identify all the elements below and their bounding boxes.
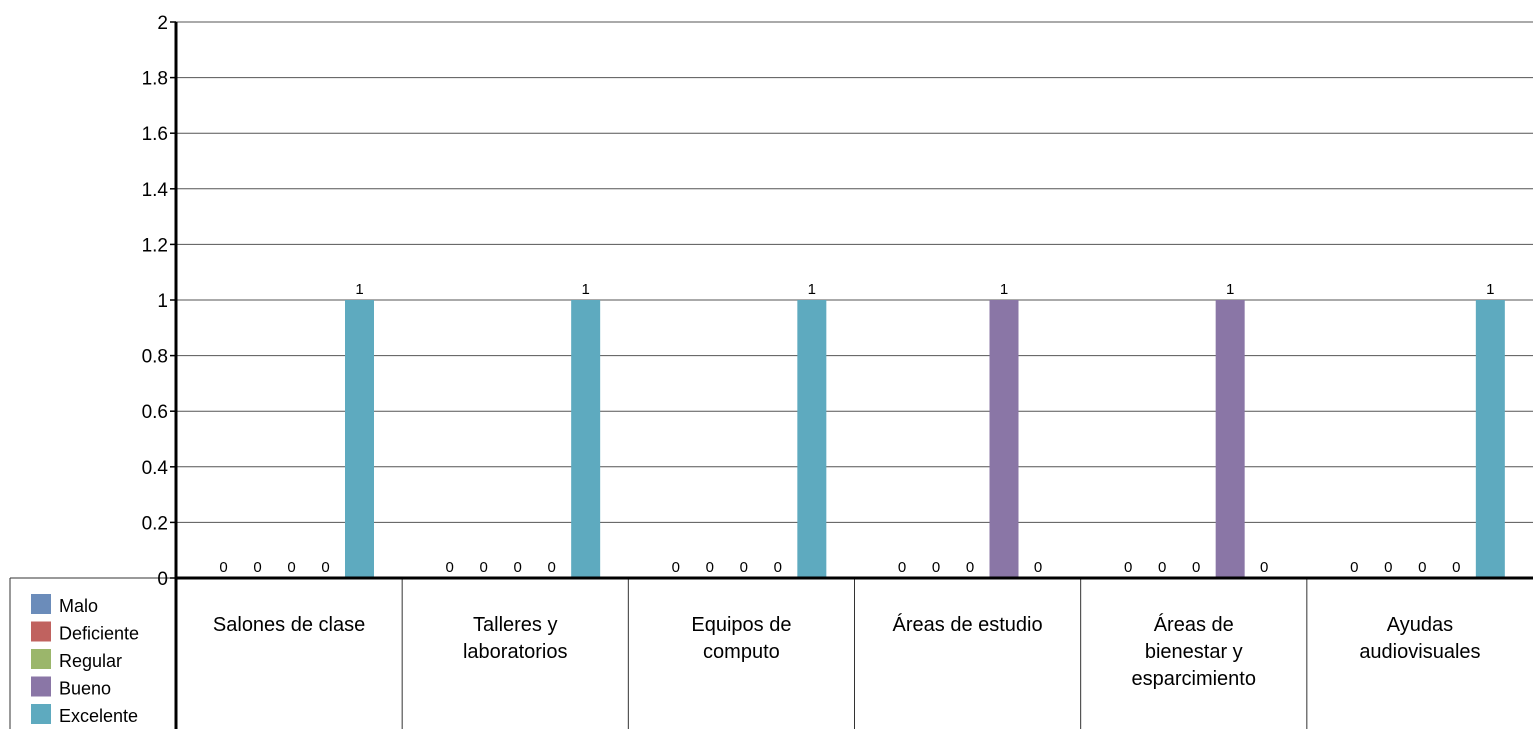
y-tick-label: 1 [157, 291, 168, 312]
bar-bueno [1215, 300, 1245, 578]
data-label: 0 [1384, 559, 1392, 576]
data-label: 0 [287, 559, 295, 576]
category-label: Equipos de [691, 614, 791, 636]
category-label: Áreas de [1154, 613, 1234, 636]
category-label: audiovisuales [1359, 641, 1480, 663]
data-label: 1 [355, 281, 363, 298]
data-label: 0 [1192, 559, 1200, 576]
data-labels: 0 0 0 0 1 0 0 0 0 1 0 0 0 0 1 0 0 0 1 0 0 0 0 1 0 0 0 0 0 1 [219, 281, 1494, 576]
category-table: Salones de clase Talleres y laboratorios Eq… [9, 577, 1481, 729]
data-label: 0 [1350, 559, 1358, 576]
data-label: 1 [1226, 281, 1234, 298]
data-label: 0 [547, 559, 555, 576]
category-label: laboratorios [463, 641, 568, 663]
y-tick-label: 1.2 [142, 235, 168, 256]
data-label: 0 [1452, 559, 1460, 576]
data-label: 1 [1486, 281, 1494, 298]
data-label: 0 [898, 559, 906, 576]
y-tick-label: 2 [157, 13, 168, 34]
y-tick-label: 1.4 [142, 180, 169, 201]
bar-excelente [571, 300, 601, 578]
legend-label: Bueno [59, 679, 111, 699]
y-tick-label: 0 [157, 569, 168, 590]
category-label: computo [703, 641, 780, 663]
bars [345, 300, 1505, 578]
bar-excelente [797, 300, 827, 578]
legend-label: Malo [59, 596, 98, 616]
category-label: Ayudas [1387, 614, 1453, 636]
data-label: 1 [808, 281, 816, 298]
data-label: 0 [774, 559, 782, 576]
data-label: 0 [932, 559, 940, 576]
legend-swatch-excelente [31, 704, 51, 724]
data-label: 0 [219, 559, 227, 576]
category-label: Salones de clase [213, 614, 365, 636]
data-label: 0 [1124, 559, 1132, 576]
data-label: 0 [1260, 559, 1268, 576]
gridlines [176, 21, 1533, 523]
legend-label: Deficiente [59, 624, 139, 644]
category-label: bienestar y [1145, 641, 1243, 663]
data-label: 0 [253, 559, 261, 576]
y-tick-label: 0.6 [142, 402, 168, 423]
data-label: 0 [740, 559, 748, 576]
data-label: 0 [966, 559, 974, 576]
legend-swatch-bueno [31, 676, 51, 697]
legend-swatch-deficiente [31, 621, 51, 642]
data-label: 0 [706, 559, 714, 576]
data-label: 0 [1418, 559, 1426, 576]
y-tick-label: 0.8 [142, 347, 168, 368]
data-label: 0 [513, 559, 521, 576]
axes: 0 0.2 0.4 0.6 0.8 1 1.2 1.4 1.6 1.8 2 [142, 13, 1533, 729]
y-tick-label: 1.6 [142, 124, 168, 145]
category-label: esparcimiento [1131, 668, 1256, 690]
data-label: 1 [581, 281, 589, 298]
legend-label: Excelente [59, 706, 138, 726]
bar-bueno [989, 300, 1019, 578]
y-tick-label: 0.4 [142, 458, 169, 479]
data-label: 0 [1034, 559, 1042, 576]
data-label: 0 [445, 559, 453, 576]
data-label: 0 [672, 559, 680, 576]
legend: Malo Deficiente Regular Bueno Excelente [31, 594, 139, 726]
bar-excelente [1475, 300, 1505, 578]
data-label: 0 [1158, 559, 1166, 576]
category-label: Talleres y [473, 614, 557, 636]
data-label: 1 [1000, 281, 1008, 298]
data-label: 0 [479, 559, 487, 576]
legend-swatch-regular [31, 649, 51, 669]
y-tick-label: 0.2 [142, 513, 168, 534]
legend-swatch-malo [31, 594, 51, 614]
category-label: Áreas de estudio [893, 613, 1043, 636]
data-label: 0 [321, 559, 329, 576]
y-tick-label: 1.8 [142, 69, 168, 90]
bar-excelente [345, 300, 374, 578]
legend-label: Regular [59, 651, 122, 671]
